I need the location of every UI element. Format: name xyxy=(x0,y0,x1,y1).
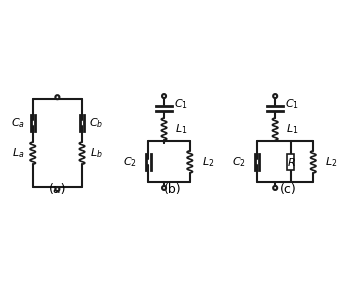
Circle shape xyxy=(162,186,166,190)
Text: $L_2$: $L_2$ xyxy=(202,155,214,169)
Text: $L_1$: $L_1$ xyxy=(286,122,298,136)
Circle shape xyxy=(273,94,277,98)
Text: (a): (a) xyxy=(49,183,66,196)
Text: $L_a$: $L_a$ xyxy=(12,146,25,160)
Bar xyxy=(288,154,294,170)
Text: $C_a$: $C_a$ xyxy=(11,116,25,130)
Text: $L_2$: $L_2$ xyxy=(325,155,337,169)
Circle shape xyxy=(273,186,277,190)
Circle shape xyxy=(55,95,60,99)
Circle shape xyxy=(162,94,166,98)
Circle shape xyxy=(55,187,60,191)
Text: (b): (b) xyxy=(164,183,182,196)
Text: $C_b$: $C_b$ xyxy=(89,116,104,130)
Text: $L_b$: $L_b$ xyxy=(90,146,103,160)
Text: $C_1$: $C_1$ xyxy=(285,97,299,111)
Text: $R$: $R$ xyxy=(286,156,295,168)
Text: $L_1$: $L_1$ xyxy=(175,122,187,136)
Text: $C_2$: $C_2$ xyxy=(233,155,246,169)
Text: $C_2$: $C_2$ xyxy=(124,155,137,169)
Text: $C_1$: $C_1$ xyxy=(174,97,188,111)
Text: (c): (c) xyxy=(280,183,297,196)
